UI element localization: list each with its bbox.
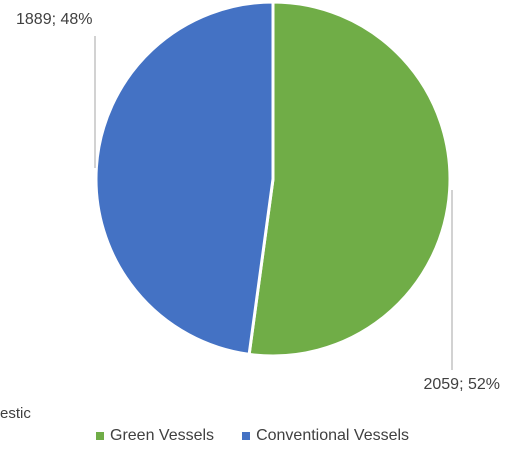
legend-item-conventional-vessels: Conventional Vessels: [242, 427, 409, 445]
legend-label-green-vessels: Green Vessels: [110, 427, 215, 444]
legend-item-green-vessels: Green Vessels: [96, 427, 214, 445]
legend-swatch-green: [96, 432, 104, 440]
legend-swatch-conventional: [242, 432, 251, 440]
slice-conventional-vessels: [94, 0, 275, 357]
pie-chart: 2059; 52% 1889; 48%: [16, 0, 500, 393]
slice-green-vessels: [247, 0, 452, 358]
legend: Green Vessels Conventional Vessels: [96, 427, 409, 445]
truncated-text: estic: [0, 405, 31, 422]
legend-label-conventional-vessels: Conventional Vessels: [256, 427, 410, 444]
data-label-green-vessels: 2059; 52%: [423, 376, 500, 393]
data-label-conventional-vessels: 1889; 48%: [16, 11, 93, 28]
